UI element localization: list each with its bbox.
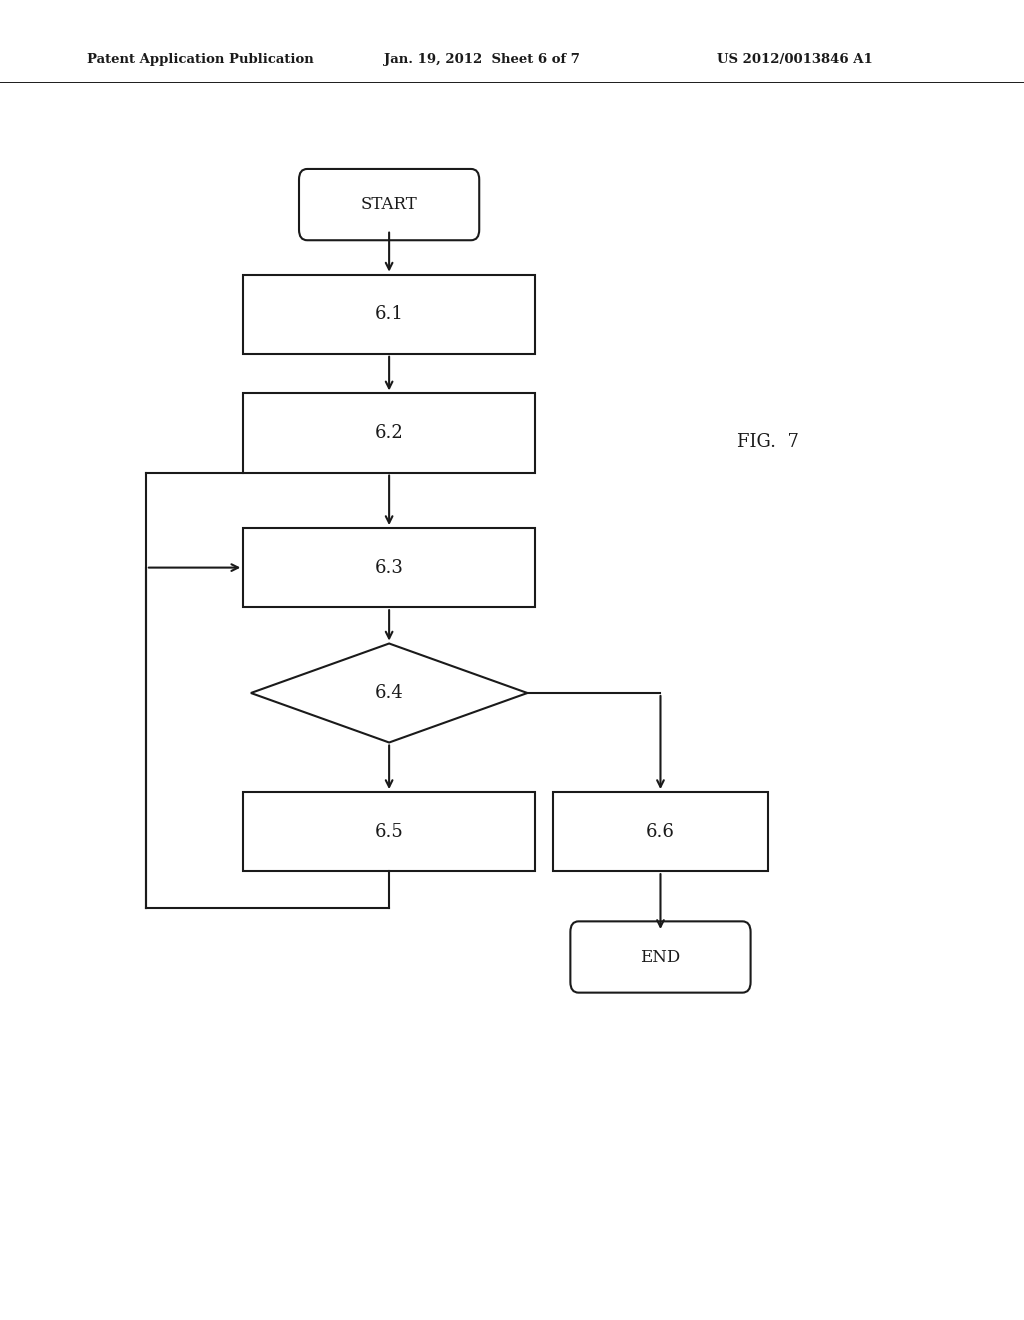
Bar (244, 792, 535, 871)
Bar (553, 792, 768, 871)
Polygon shape (251, 644, 527, 742)
Bar (244, 528, 535, 607)
Text: Jan. 19, 2012  Sheet 6 of 7: Jan. 19, 2012 Sheet 6 of 7 (384, 53, 580, 66)
FancyBboxPatch shape (299, 169, 479, 240)
Text: US 2012/0013846 A1: US 2012/0013846 A1 (717, 53, 872, 66)
Bar (244, 275, 535, 354)
Text: Patent Application Publication: Patent Application Publication (87, 53, 313, 66)
FancyBboxPatch shape (570, 921, 751, 993)
Text: 6.2: 6.2 (375, 424, 403, 442)
Text: 6.1: 6.1 (375, 305, 403, 323)
Text: END: END (640, 949, 681, 965)
Text: 6.6: 6.6 (646, 822, 675, 841)
Text: 6.4: 6.4 (375, 684, 403, 702)
Text: 6.3: 6.3 (375, 558, 403, 577)
Text: 6.5: 6.5 (375, 822, 403, 841)
Text: START: START (360, 197, 418, 213)
Text: FIG.  7: FIG. 7 (737, 433, 799, 451)
Bar (244, 393, 535, 473)
